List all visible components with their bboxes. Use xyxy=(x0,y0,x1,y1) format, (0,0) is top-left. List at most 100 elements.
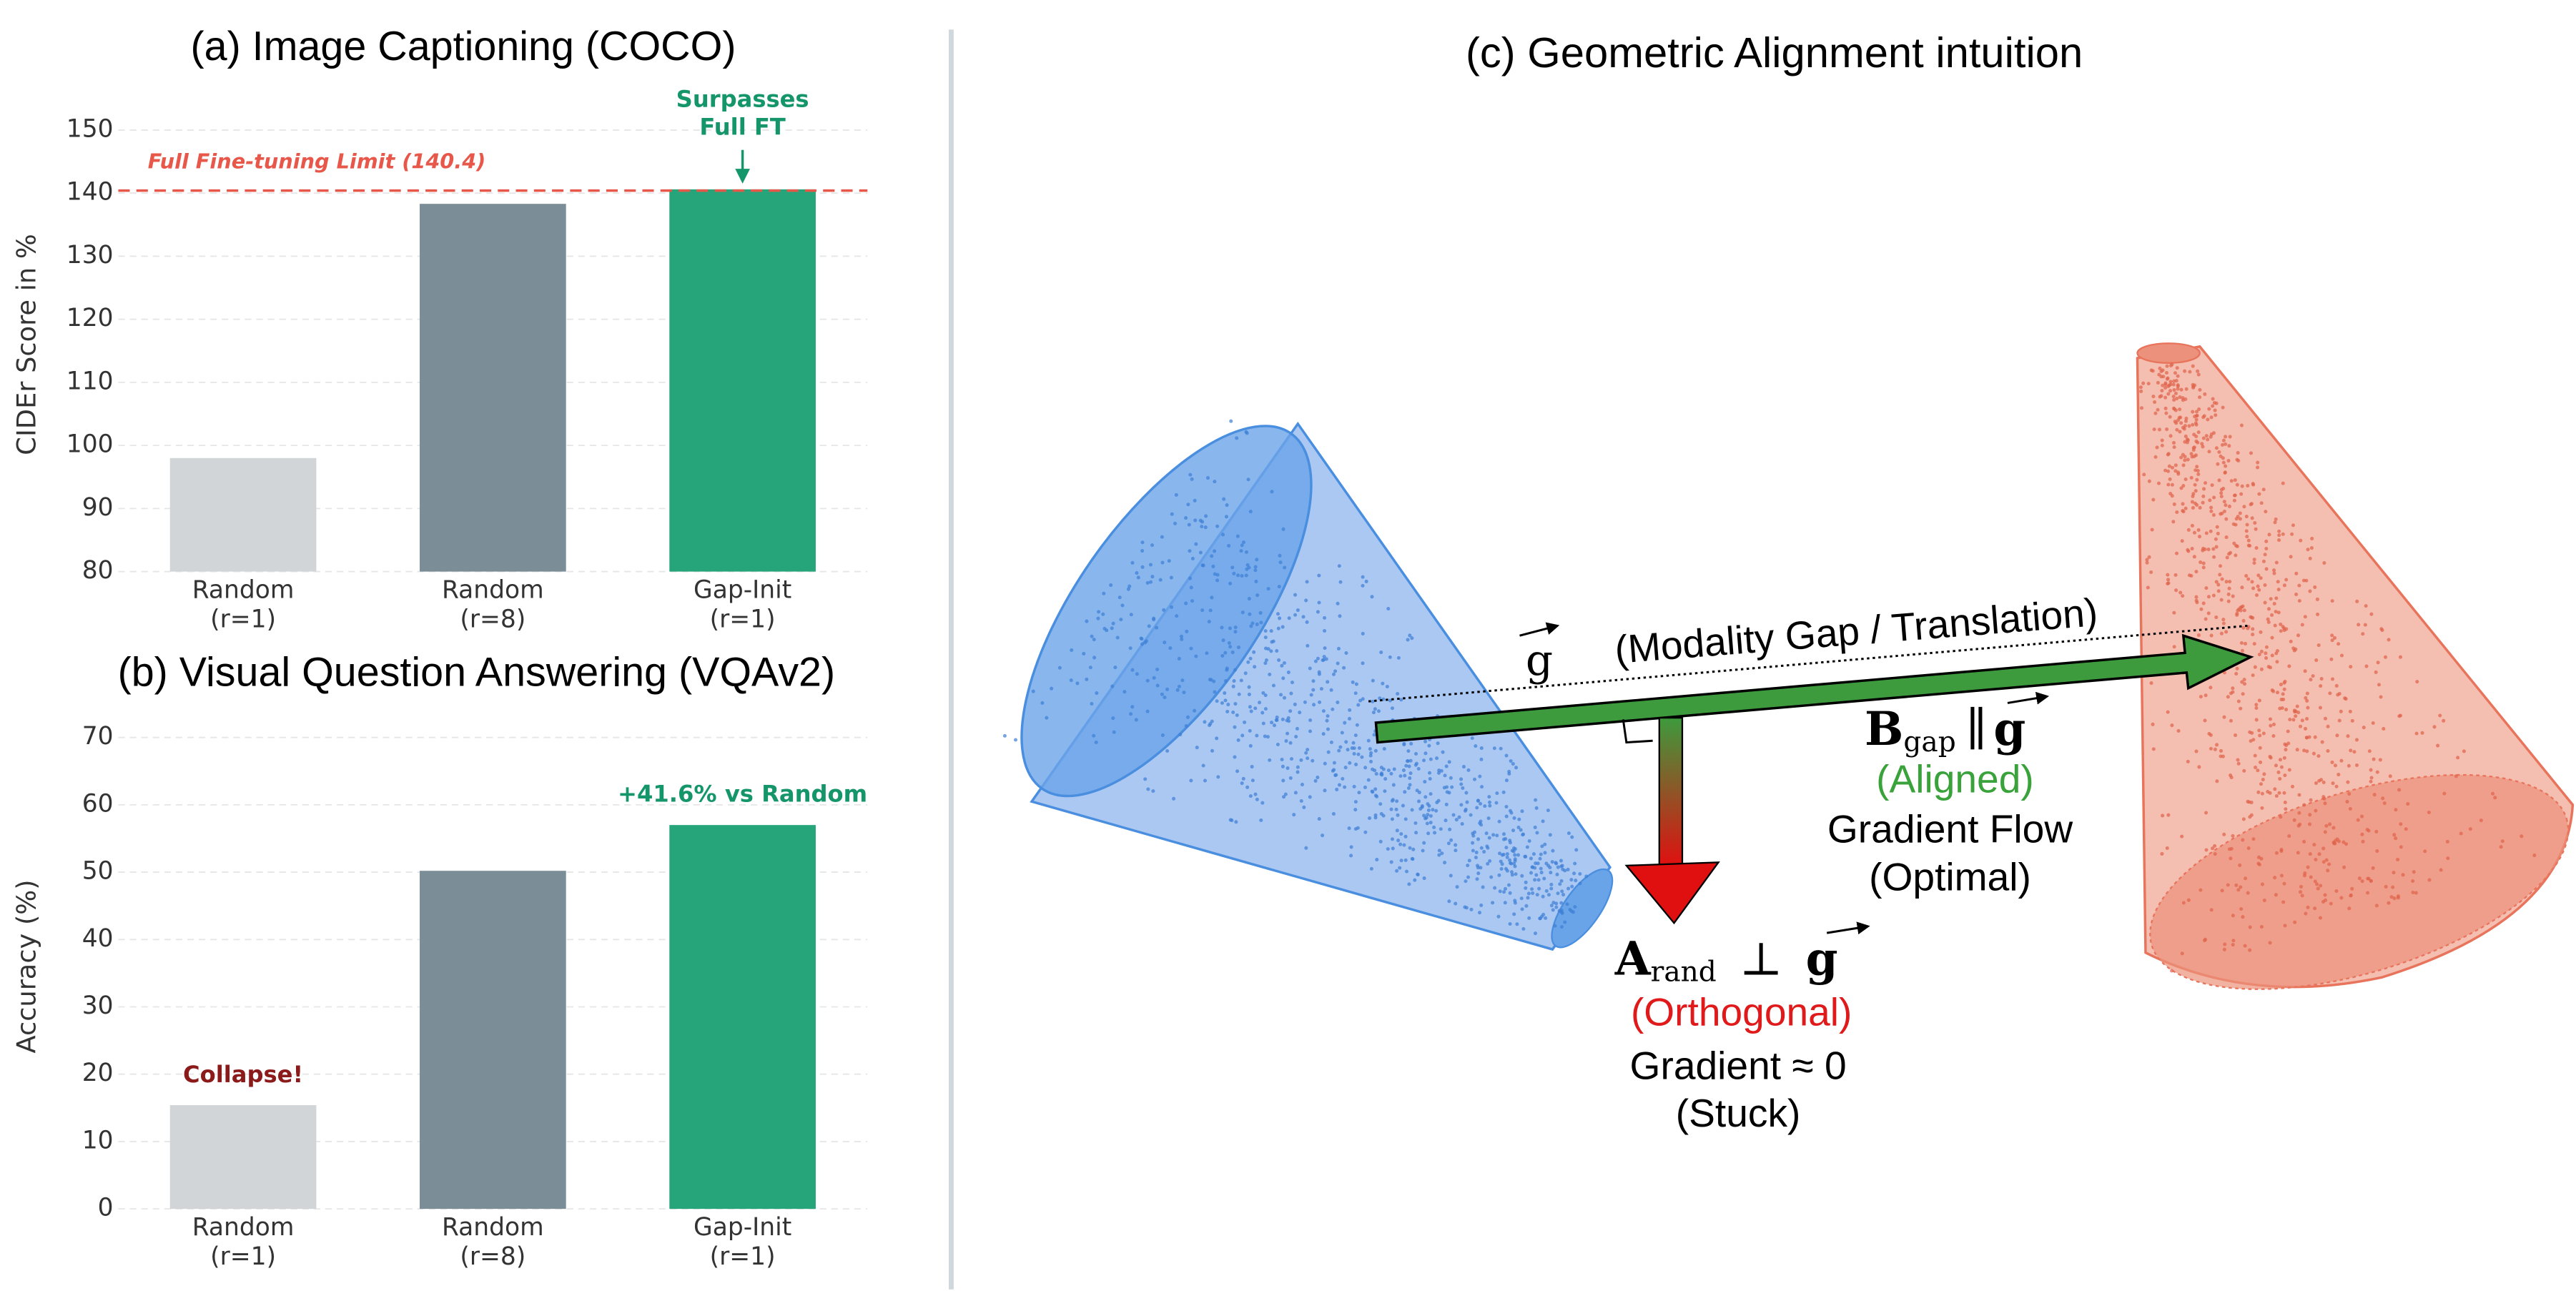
point xyxy=(1368,753,1373,758)
point xyxy=(1172,796,1176,801)
point xyxy=(2153,455,2158,459)
point xyxy=(2309,875,2313,879)
point xyxy=(1253,792,1258,796)
point xyxy=(1509,870,1514,874)
point xyxy=(1127,584,1132,588)
point xyxy=(1092,656,1097,660)
point xyxy=(2306,706,2310,710)
point xyxy=(1573,905,1577,909)
point xyxy=(2213,408,2217,412)
point xyxy=(1096,616,1100,620)
point xyxy=(2334,683,2339,688)
point xyxy=(2171,406,2176,410)
point xyxy=(2276,770,2281,774)
point xyxy=(2224,535,2229,540)
point xyxy=(1220,653,1225,658)
point xyxy=(2219,454,2223,458)
point xyxy=(2296,823,2301,828)
point xyxy=(2139,389,2143,393)
point xyxy=(1534,806,1539,810)
point xyxy=(1421,849,1425,853)
point xyxy=(2173,573,2178,577)
point xyxy=(1539,871,1544,875)
point xyxy=(1280,625,1285,629)
point xyxy=(2261,731,2266,736)
point xyxy=(1448,827,1452,831)
point xyxy=(2274,596,2279,600)
point xyxy=(2229,479,2234,483)
point xyxy=(2251,586,2256,590)
point xyxy=(1308,718,1313,723)
point xyxy=(1504,846,1509,850)
point xyxy=(2192,555,2196,559)
point xyxy=(1556,891,1560,896)
point xyxy=(1203,525,1208,530)
point xyxy=(2300,718,2304,723)
point xyxy=(2414,891,2418,895)
point xyxy=(2396,894,2400,899)
point xyxy=(2249,739,2253,743)
point xyxy=(2349,894,2353,898)
point xyxy=(2259,856,2264,861)
y-tick-label: 120 xyxy=(66,304,114,332)
point xyxy=(1401,803,1405,808)
point xyxy=(2156,407,2160,412)
point xyxy=(1247,565,1251,570)
point xyxy=(1095,691,1099,696)
point xyxy=(2290,532,2294,536)
point xyxy=(1337,564,1341,568)
point xyxy=(2270,653,2274,658)
point xyxy=(2283,679,2287,683)
point xyxy=(2323,801,2327,806)
point xyxy=(1373,813,1378,817)
point xyxy=(2198,505,2202,510)
point xyxy=(1386,847,1390,851)
point xyxy=(2446,856,2450,861)
point xyxy=(1383,777,1388,781)
point xyxy=(2180,834,2184,839)
point xyxy=(1152,676,1156,680)
point xyxy=(1474,856,1478,860)
point xyxy=(1292,813,1296,817)
point xyxy=(2253,521,2257,525)
point xyxy=(2241,618,2246,623)
point xyxy=(1275,612,1280,616)
point xyxy=(1501,790,1506,794)
point xyxy=(2236,608,2240,613)
point xyxy=(1253,706,1258,711)
point xyxy=(2276,588,2281,592)
point xyxy=(2241,817,2246,821)
point xyxy=(1090,701,1094,706)
point xyxy=(1570,835,1574,839)
point xyxy=(1140,642,1145,646)
point xyxy=(2371,866,2375,870)
point xyxy=(2319,677,2324,681)
point xyxy=(2256,460,2260,465)
point xyxy=(1232,571,1236,575)
point xyxy=(1378,696,1382,701)
point xyxy=(2284,807,2288,811)
point xyxy=(2414,731,2419,736)
reference-label: Full Fine-tuning Limit (140.4) xyxy=(148,149,486,174)
point xyxy=(1533,931,1538,936)
point xyxy=(1428,821,1433,825)
point xyxy=(1336,646,1341,651)
point xyxy=(2242,768,2246,773)
point xyxy=(2165,846,2169,851)
point xyxy=(2350,718,2354,723)
vector-arrow xyxy=(2007,691,2050,705)
point xyxy=(1574,879,1578,883)
point xyxy=(2166,483,2171,487)
point xyxy=(1213,572,1217,576)
point xyxy=(2176,470,2181,475)
point xyxy=(2149,570,2153,575)
point xyxy=(2173,371,2177,375)
point xyxy=(1163,640,1167,645)
point xyxy=(2199,695,2203,699)
point xyxy=(2257,492,2261,496)
point xyxy=(1508,808,1512,813)
point xyxy=(1487,836,1491,840)
point xyxy=(1169,575,1173,580)
point xyxy=(1510,873,1514,877)
point xyxy=(2262,899,2266,903)
